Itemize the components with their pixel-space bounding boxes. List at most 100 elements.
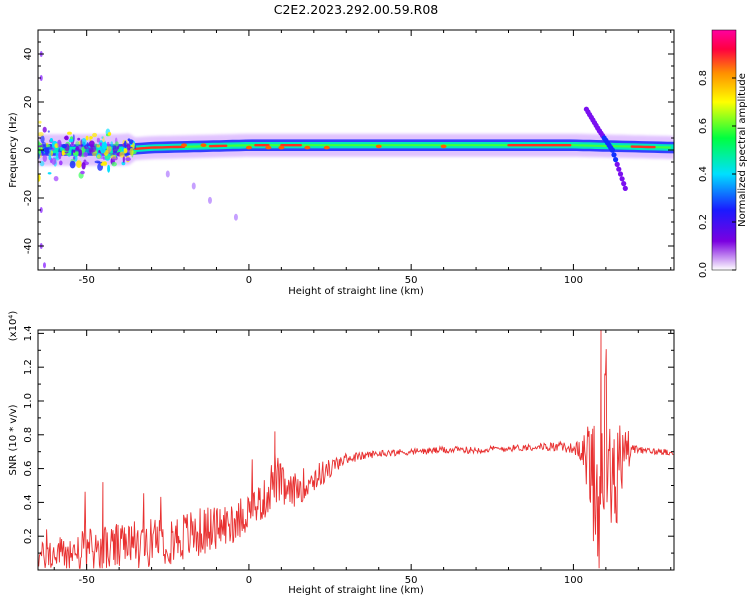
- band-hot-segment: [134, 145, 186, 151]
- scatter-blob: [61, 150, 65, 156]
- scatter-blob: [57, 141, 62, 149]
- tail-blob: [233, 213, 238, 221]
- scatter-blob: [64, 135, 69, 141]
- band-blob: [200, 143, 207, 147]
- scatter-blob: [58, 151, 62, 160]
- streak-dot: [621, 181, 627, 187]
- scatter-blob: [72, 134, 75, 142]
- scatter-blob: [112, 156, 116, 162]
- snr-line: [38, 330, 674, 569]
- band-blob: [181, 143, 188, 147]
- spectrogram-ticks: -50 0 50 100 -40 -20 0 20 40: [23, 30, 674, 286]
- scatter-blob: [80, 139, 83, 147]
- edge-blob: [39, 207, 43, 213]
- scatter-blob: [81, 162, 86, 170]
- figure-title: C2E2.2023.292.00.59.R08: [274, 2, 439, 17]
- streak-dot: [616, 166, 622, 172]
- scatter-blob: [61, 144, 67, 149]
- x-tick-label: 100: [564, 275, 583, 286]
- y-tick-label: 40: [23, 48, 34, 61]
- scatter-blob: [48, 155, 52, 161]
- scatter-blob: [42, 154, 47, 162]
- scatter-blob: [73, 149, 76, 153]
- y-tick-label: 1.0: [23, 393, 34, 409]
- edge-blob: [39, 75, 43, 81]
- y-tick-label: 0.2: [23, 528, 34, 544]
- scatter-blob: [47, 130, 50, 133]
- x-tick-label: 100: [564, 575, 583, 586]
- scatter-blob: [38, 120, 42, 124]
- scatter-blob: [85, 135, 89, 141]
- colorbar-tick-label: 0.8: [698, 70, 709, 86]
- y-tick-label: 20: [23, 96, 34, 109]
- scatter-blob: [101, 136, 104, 139]
- scatter-blob: [49, 138, 53, 143]
- streak-dot: [617, 171, 624, 177]
- band-blob: [278, 145, 285, 150]
- streak-dot: [609, 147, 615, 153]
- y-tick-label: 0.6: [23, 461, 34, 477]
- scatter-blob: [38, 174, 41, 182]
- scatter-blob: [96, 137, 100, 143]
- spectrogram-panel: -50 0 50 100 -40 -20 0 20 40 Height of straight …: [8, 29, 675, 297]
- streak-dot: [613, 157, 619, 163]
- scatter-blob: [89, 136, 93, 140]
- scatter-blob: [70, 144, 75, 147]
- tail-blob: [191, 182, 196, 190]
- band-blob: [375, 144, 382, 149]
- snr-x-axis-label: Height of straight line (km): [288, 585, 424, 596]
- scatter-blob: [76, 160, 82, 169]
- x-tick-label: -50: [79, 575, 95, 586]
- x-tick-label: 0: [246, 275, 252, 286]
- scatter-blob: [47, 172, 52, 175]
- scatter-blob: [86, 142, 89, 147]
- scatter-blob: [67, 131, 72, 135]
- scatter-blob: [123, 148, 126, 151]
- scatter-blob: [106, 145, 112, 153]
- scatter-blob: [106, 141, 110, 147]
- scatter-blob: [40, 135, 45, 144]
- scatter-blob: [128, 139, 134, 145]
- colorbar-tick-label: 0.2: [698, 214, 709, 230]
- snr-y-axis-label: SNR (10 * v/v): [8, 404, 19, 475]
- y-tick-label: 0.4: [23, 494, 34, 510]
- scatter-blob: [119, 151, 125, 158]
- colorbar: 0.0 0.2 0.4 0.6 0.8 Normalized spectral ampl…: [698, 29, 748, 278]
- spectrogram-y-axis-label: Frequency (Hz): [8, 112, 19, 188]
- streak-dot: [619, 176, 625, 182]
- edge-blob: [42, 262, 46, 269]
- scatter-blob: [92, 132, 98, 138]
- spectrogram-x-axis-label: Height of straight line (km): [288, 286, 424, 297]
- band-blob: [304, 145, 311, 150]
- colorbar-tick-label: 0.6: [698, 118, 709, 134]
- scatter-blob: [65, 152, 72, 156]
- streak-dot: [614, 161, 620, 167]
- spectrogram-content: [38, 51, 674, 269]
- colorbar-ticks: 0.0 0.2 0.4 0.6 0.8: [698, 70, 736, 278]
- snr-ticks: -50 0 50 100 0.2 0.4 0.6 0.8 1.0 1.2 1.4: [23, 325, 674, 586]
- x-tick-label: -50: [79, 275, 95, 286]
- scatter-blob: [88, 146, 94, 154]
- snr-y-multiplier: (x10⁴): [8, 311, 19, 342]
- scatter-blob: [44, 147, 50, 155]
- snr-content: [38, 330, 674, 569]
- scatter-blob: [51, 157, 57, 165]
- scatter-blob: [53, 176, 59, 182]
- y-tick-label: -40: [23, 238, 34, 254]
- scatter-blob: [75, 141, 80, 147]
- scatter-blob: [77, 137, 81, 141]
- band-blob: [245, 145, 252, 150]
- colorbar-label: Normalized spectral amplitude: [737, 73, 748, 227]
- band-blob: [440, 144, 447, 149]
- x-tick-label: 0: [246, 575, 252, 586]
- scatter-blob: [111, 162, 117, 167]
- band-blob: [323, 145, 330, 150]
- scatter-blob: [115, 141, 119, 147]
- scatter-blob: [83, 151, 88, 158]
- scatter-blob: [81, 138, 87, 146]
- scatter-blob: [99, 142, 103, 147]
- y-tick-label: 0.8: [23, 427, 34, 443]
- scatter-blob: [96, 144, 101, 148]
- scatter-blob: [46, 144, 51, 147]
